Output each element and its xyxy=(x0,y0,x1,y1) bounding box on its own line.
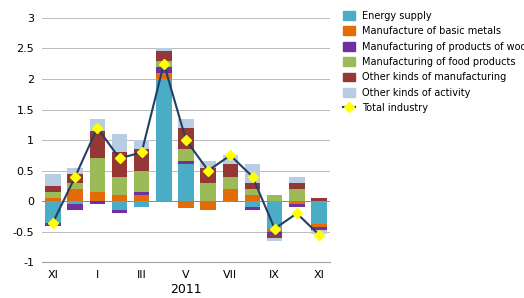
Total industry xyxy=(227,153,234,157)
Bar xyxy=(156,67,172,73)
Bar xyxy=(178,128,194,149)
Bar xyxy=(90,131,105,159)
Bar xyxy=(68,204,83,210)
Bar xyxy=(134,201,149,207)
Bar xyxy=(289,177,304,183)
Bar xyxy=(68,183,83,189)
Bar xyxy=(223,177,238,189)
Bar xyxy=(90,201,105,204)
Line: Total industry: Total industry xyxy=(50,60,322,238)
Bar xyxy=(245,201,260,207)
Bar xyxy=(134,192,149,195)
Total industry xyxy=(72,175,78,179)
Legend: Energy supply, Manufacture of basic metals, Manufacturing of products of wood, M: Energy supply, Manufacture of basic meta… xyxy=(343,11,524,113)
Bar xyxy=(112,201,127,210)
Bar xyxy=(112,177,127,195)
Bar xyxy=(68,189,83,201)
Total industry xyxy=(271,227,278,230)
Total industry xyxy=(94,126,101,130)
Bar xyxy=(267,235,282,238)
Bar xyxy=(45,174,61,186)
Bar xyxy=(267,232,282,235)
Bar xyxy=(245,189,260,195)
Bar xyxy=(311,230,327,234)
Bar xyxy=(134,170,149,192)
Bar xyxy=(311,224,327,227)
Bar xyxy=(45,198,61,201)
Bar xyxy=(200,201,216,210)
Bar xyxy=(45,201,61,223)
X-axis label: 2011: 2011 xyxy=(170,283,202,296)
Bar xyxy=(245,164,260,183)
Bar xyxy=(245,195,260,201)
Bar xyxy=(134,195,149,201)
Bar xyxy=(156,79,172,201)
Bar xyxy=(134,140,149,149)
Bar xyxy=(178,149,194,162)
Bar xyxy=(90,119,105,131)
Total industry xyxy=(116,157,123,160)
Total industry xyxy=(50,221,56,224)
Bar xyxy=(311,227,327,230)
Bar xyxy=(112,134,127,152)
Bar xyxy=(112,195,127,201)
Total industry xyxy=(183,138,189,142)
Bar xyxy=(311,201,327,224)
Bar xyxy=(311,198,327,201)
Total industry xyxy=(205,169,211,172)
Bar xyxy=(134,149,149,170)
Bar xyxy=(90,192,105,201)
Total industry xyxy=(138,150,145,154)
Bar xyxy=(68,201,83,204)
Bar xyxy=(200,183,216,201)
Bar xyxy=(178,162,194,164)
Bar xyxy=(45,186,61,192)
Bar xyxy=(156,73,172,79)
Bar xyxy=(45,223,61,226)
Total industry xyxy=(161,62,167,66)
Bar xyxy=(289,183,304,189)
Bar xyxy=(223,189,238,201)
Bar xyxy=(223,155,238,164)
Bar xyxy=(289,201,304,204)
Bar xyxy=(156,60,172,67)
Bar xyxy=(68,167,83,174)
Bar xyxy=(112,152,127,177)
Total industry xyxy=(316,233,322,237)
Bar xyxy=(156,52,172,60)
Bar xyxy=(68,174,83,183)
Bar xyxy=(267,238,282,241)
Bar xyxy=(156,48,172,52)
Total industry xyxy=(249,175,256,179)
Bar xyxy=(289,204,304,207)
Bar xyxy=(267,201,282,229)
Bar xyxy=(245,183,260,189)
Bar xyxy=(200,167,216,183)
Bar xyxy=(223,164,238,177)
Bar xyxy=(289,189,304,201)
Bar xyxy=(178,164,194,201)
Total industry xyxy=(294,212,300,215)
Bar xyxy=(267,195,282,201)
Bar xyxy=(90,159,105,192)
Bar xyxy=(245,207,260,210)
Bar xyxy=(112,210,127,213)
Bar xyxy=(45,192,61,198)
Bar xyxy=(178,201,194,209)
Bar xyxy=(200,162,216,167)
Bar xyxy=(178,119,194,128)
Bar xyxy=(267,229,282,232)
